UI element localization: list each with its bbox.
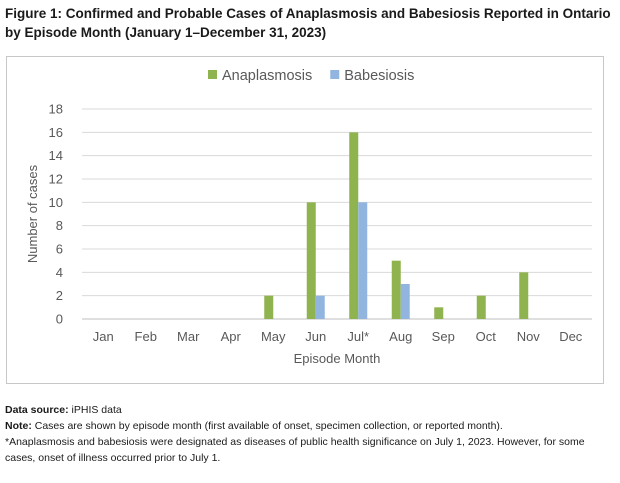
bar-anaplasmosis-sep bbox=[434, 307, 444, 319]
y-tick-labels: 0 2 4 6 8 10 12 14 16 18 bbox=[49, 102, 63, 327]
legend: Anaplasmosis Babesiosis bbox=[208, 68, 414, 84]
x-tick-label: Sep bbox=[432, 329, 455, 344]
x-axis-label: Episode Month bbox=[294, 351, 381, 366]
bar-babesiosis-jul bbox=[358, 202, 368, 319]
bar-babesiosis-aug bbox=[400, 284, 410, 319]
note-label: Note: bbox=[5, 420, 32, 432]
x-tick-label: Oct bbox=[476, 329, 497, 344]
x-tick-label: Jun bbox=[305, 329, 326, 344]
figure-title: Figure 1: Confirmed and Probable Cases o… bbox=[5, 6, 611, 40]
bar-anaplasmosis-may bbox=[264, 295, 274, 319]
gridlines bbox=[82, 108, 592, 320]
data-source: Data source: iPHIS data bbox=[5, 402, 617, 418]
y-tick-label: 18 bbox=[49, 102, 63, 117]
y-axis-label: Number of cases bbox=[25, 164, 40, 263]
bar-anaplasmosis-jun bbox=[306, 202, 316, 319]
bar-anaplasmosis-aug bbox=[391, 260, 401, 319]
y-tick-label: 4 bbox=[56, 265, 63, 280]
x-tick-label: Aug bbox=[389, 329, 412, 344]
y-tick-label: 16 bbox=[49, 125, 63, 140]
data-source-label: Data source: bbox=[5, 404, 69, 416]
legend-label-anaplasmosis: Anaplasmosis bbox=[222, 68, 312, 84]
footnote: *Anaplasmosis and babesiosis were design… bbox=[5, 436, 585, 464]
legend-swatch-babesiosis bbox=[330, 70, 340, 79]
notes-section: Data source: iPHIS data Note: Cases are … bbox=[5, 402, 617, 466]
bar-anaplasmosis-nov bbox=[519, 272, 529, 319]
bar-anaplasmosis-oct bbox=[476, 295, 486, 319]
x-tick-label: Dec bbox=[559, 329, 583, 344]
bar-babesiosis-jun bbox=[315, 295, 325, 319]
x-tick-label: Feb bbox=[135, 329, 157, 344]
y-tick-label: 12 bbox=[49, 172, 63, 187]
legend-swatch-anaplasmosis bbox=[208, 70, 217, 79]
bars bbox=[264, 132, 529, 319]
bar-chart: 0 2 4 6 8 10 12 14 16 18 Jan Feb Mar Apr May Jun Jul* Au… bbox=[25, 68, 592, 366]
x-tick-label: Nov bbox=[517, 329, 541, 344]
x-tick-label: Jul* bbox=[347, 329, 369, 344]
y-tick-label: 6 bbox=[56, 242, 63, 257]
x-tick-labels: Jan Feb Mar Apr May Jun Jul* Aug Sep Oct Nov Dec bbox=[93, 329, 583, 344]
x-tick-label: Apr bbox=[221, 329, 242, 344]
x-tick-label: Jan bbox=[93, 329, 114, 344]
note-text: Cases are shown by episode month (first … bbox=[31, 420, 503, 432]
legend-label-babesiosis: Babesiosis bbox=[344, 68, 414, 84]
x-tick-label: May bbox=[261, 329, 286, 344]
y-tick-label: 2 bbox=[56, 288, 63, 303]
y-tick-label: 10 bbox=[49, 195, 63, 210]
y-tick-label: 14 bbox=[49, 148, 63, 163]
y-tick-label: 0 bbox=[56, 312, 63, 327]
x-tick-label: Mar bbox=[177, 329, 200, 344]
bar-anaplasmosis-jul bbox=[349, 132, 359, 319]
data-source-text: iPHIS data bbox=[68, 404, 122, 416]
chart-frame: 0 2 4 6 8 10 12 14 16 18 Jan Feb Mar Apr May Jun Jul* Au… bbox=[6, 56, 604, 384]
note: Note: Cases are shown by episode month (… bbox=[5, 418, 617, 434]
y-tick-label: 8 bbox=[56, 218, 63, 233]
